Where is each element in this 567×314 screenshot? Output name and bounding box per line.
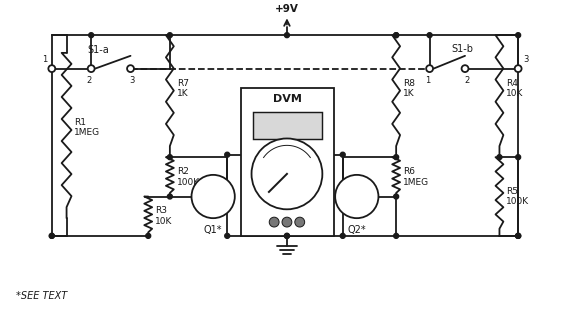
- Circle shape: [252, 138, 323, 209]
- Circle shape: [515, 233, 521, 238]
- Text: +9V: +9V: [275, 3, 299, 14]
- Text: 2: 2: [464, 77, 469, 85]
- Text: 3: 3: [523, 55, 528, 64]
- Circle shape: [393, 233, 399, 238]
- Text: R1
1MEG: R1 1MEG: [74, 118, 100, 137]
- Text: Q2*: Q2*: [348, 225, 366, 235]
- Circle shape: [88, 33, 94, 38]
- Circle shape: [393, 194, 399, 199]
- Circle shape: [225, 233, 230, 238]
- Circle shape: [49, 233, 54, 238]
- Circle shape: [515, 155, 521, 160]
- Circle shape: [393, 33, 399, 38]
- Circle shape: [285, 233, 289, 238]
- Circle shape: [515, 233, 521, 238]
- Circle shape: [515, 65, 522, 72]
- Circle shape: [295, 217, 304, 227]
- Circle shape: [335, 175, 378, 218]
- Text: 1: 1: [425, 77, 430, 85]
- Text: R7
1K: R7 1K: [177, 78, 189, 98]
- Circle shape: [285, 233, 289, 238]
- Circle shape: [269, 217, 279, 227]
- Circle shape: [393, 155, 399, 160]
- Circle shape: [282, 217, 292, 227]
- Circle shape: [340, 233, 345, 238]
- Text: R8
1K: R8 1K: [403, 78, 415, 98]
- Circle shape: [167, 33, 172, 38]
- Text: R5
100K: R5 100K: [506, 187, 530, 206]
- Circle shape: [462, 65, 468, 72]
- Circle shape: [192, 175, 235, 218]
- Circle shape: [393, 33, 399, 38]
- Circle shape: [146, 233, 151, 238]
- Bar: [241, 88, 334, 236]
- Text: 2: 2: [87, 77, 92, 85]
- Text: R2
100K: R2 100K: [177, 167, 200, 187]
- Circle shape: [225, 152, 230, 157]
- Text: S1-a: S1-a: [87, 45, 109, 55]
- Circle shape: [285, 33, 289, 38]
- Circle shape: [340, 152, 345, 157]
- Circle shape: [497, 155, 502, 160]
- Circle shape: [48, 65, 55, 72]
- Text: R6
1MEG: R6 1MEG: [403, 167, 429, 187]
- Circle shape: [49, 233, 54, 238]
- Text: DVM: DVM: [273, 94, 302, 104]
- Text: S1-b: S1-b: [451, 44, 473, 54]
- Circle shape: [427, 33, 432, 38]
- Circle shape: [127, 65, 134, 72]
- Circle shape: [426, 65, 433, 72]
- Circle shape: [167, 155, 172, 160]
- Text: 3: 3: [130, 77, 135, 85]
- Circle shape: [167, 194, 172, 199]
- Bar: [252, 112, 323, 139]
- Text: R3
10K: R3 10K: [155, 207, 172, 226]
- Circle shape: [515, 233, 521, 238]
- Text: *SEE TEXT: *SEE TEXT: [16, 291, 67, 301]
- Text: R4
10K: R4 10K: [506, 78, 524, 98]
- Circle shape: [88, 65, 95, 72]
- Text: Q1*: Q1*: [204, 225, 222, 235]
- Circle shape: [515, 33, 521, 38]
- Text: 1: 1: [41, 55, 47, 64]
